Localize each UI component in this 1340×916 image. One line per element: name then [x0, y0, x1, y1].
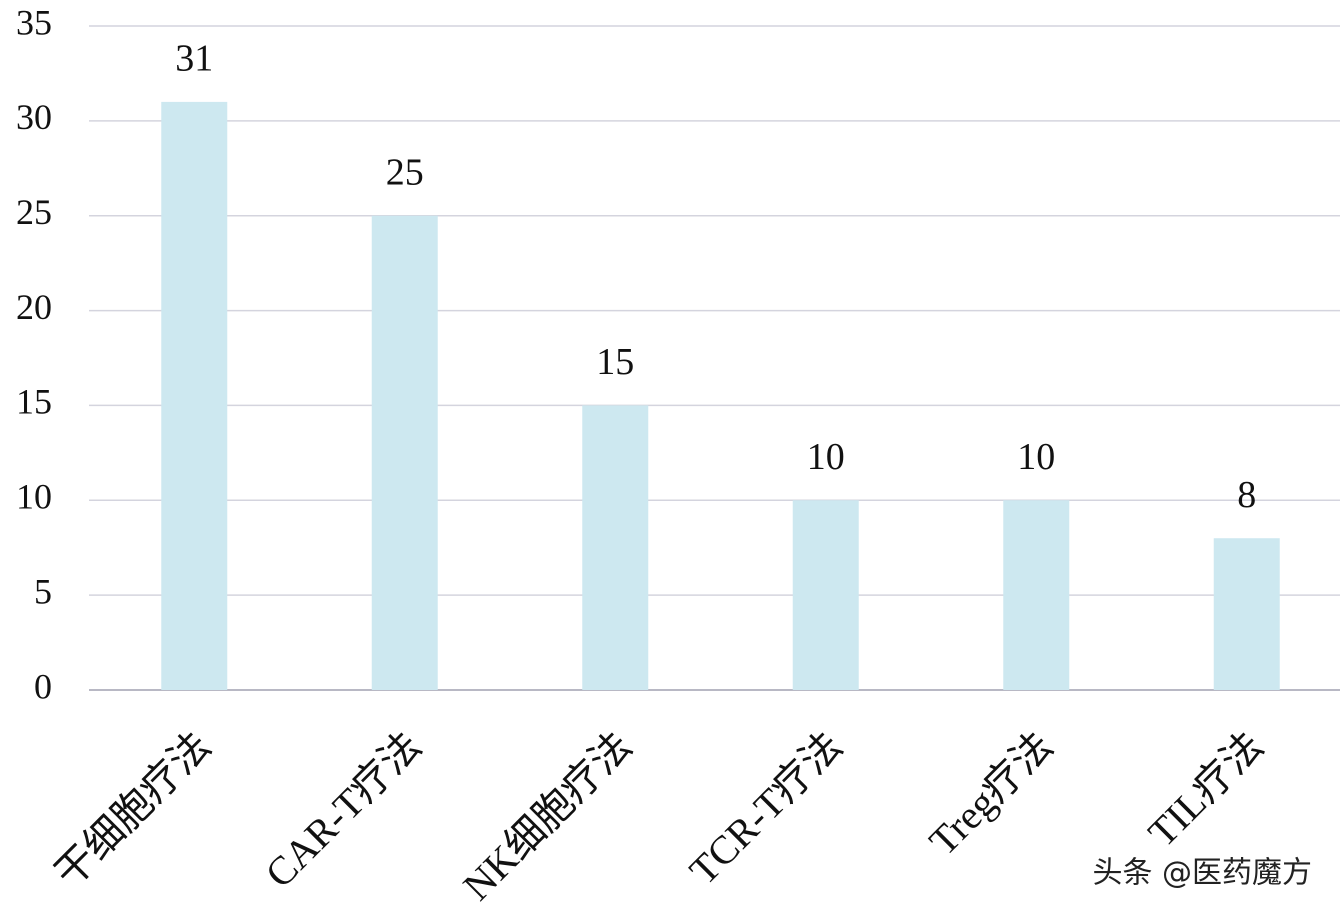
bar: [1003, 500, 1070, 690]
y-tick-label: 25: [16, 192, 52, 232]
x-tick-label: TIL疗法: [1139, 723, 1271, 855]
y-tick-label: 15: [16, 382, 52, 422]
bar: [161, 101, 228, 690]
y-tick-label: 35: [16, 2, 52, 42]
data-label: 10: [807, 436, 845, 478]
data-label: 8: [1237, 474, 1256, 516]
bar: [371, 215, 438, 690]
data-label: 10: [1017, 436, 1055, 478]
x-tick-label: 干细胞疗法: [46, 723, 219, 896]
data-label: 31: [175, 38, 213, 80]
bar: [1213, 538, 1280, 690]
y-tick-label: 30: [16, 97, 52, 137]
y-tick-label: 5: [34, 571, 52, 611]
bar: [582, 405, 649, 690]
x-tick-label: CAR-T疗法: [256, 723, 429, 896]
y-tick-label: 10: [16, 477, 52, 517]
bar: [792, 500, 859, 690]
watermark: 头条 @医药魔方: [1092, 856, 1312, 891]
data-label: 25: [386, 151, 424, 193]
x-tick-label: Treg疗法: [920, 723, 1061, 864]
x-tick-label: NK细胞疗法: [454, 723, 640, 909]
y-tick-label: 20: [16, 287, 52, 327]
y-tick-label: 0: [34, 666, 52, 706]
x-tick-label: TCR-T疗法: [681, 723, 851, 893]
data-label: 15: [596, 341, 634, 383]
